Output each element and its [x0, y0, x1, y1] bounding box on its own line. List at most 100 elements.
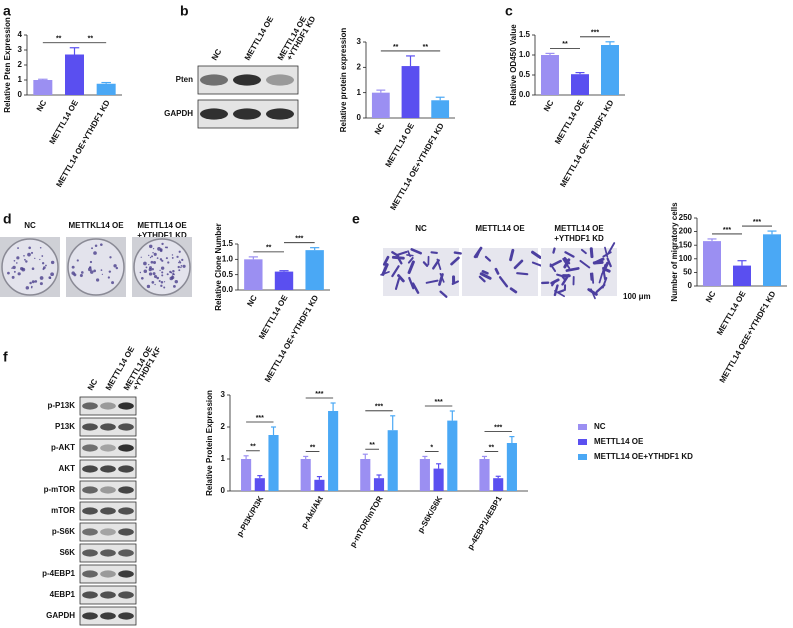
error-bar	[605, 41, 615, 45]
blot-band	[118, 591, 134, 599]
migrated-cell	[607, 242, 616, 255]
x-tick-label: p-Akt/Akt	[299, 494, 325, 530]
colony	[100, 269, 103, 271]
image-label: NC	[415, 224, 427, 233]
colony	[73, 273, 77, 277]
migrated-cell	[531, 261, 544, 268]
bar	[401, 66, 420, 118]
migrated-cell	[509, 248, 515, 262]
blot-band	[82, 507, 98, 515]
blot-band	[233, 108, 261, 120]
migrated-cell	[516, 272, 529, 276]
colony	[115, 266, 119, 270]
x-tick-label: NC	[542, 98, 556, 113]
significance-label: **	[423, 44, 429, 51]
x-tick-label: METTL14 OE+YTHDF1 KD	[388, 121, 445, 211]
blot-band	[100, 507, 116, 515]
colony	[161, 259, 164, 262]
error-bar	[737, 260, 747, 266]
legend-swatch	[578, 439, 587, 445]
colony	[177, 265, 180, 269]
blot-band	[118, 402, 134, 410]
y-tick-label: 3	[221, 390, 226, 399]
error-bar	[101, 81, 111, 84]
y-tick-label: 200	[679, 227, 693, 236]
blot-row-label: p-AKT	[51, 443, 75, 452]
panel-label: d	[3, 211, 12, 227]
bar	[733, 265, 751, 286]
colony	[50, 272, 54, 277]
error-bar	[406, 55, 415, 67]
blot-band	[266, 74, 294, 86]
significance-label: ***	[723, 227, 731, 234]
colony	[149, 256, 152, 259]
migrated-cell	[439, 272, 445, 283]
blot-row-label: GAPDH	[164, 109, 193, 118]
colony	[180, 265, 183, 267]
colony	[107, 276, 110, 279]
blot-band	[100, 612, 116, 620]
bar	[96, 83, 116, 95]
colony	[16, 262, 18, 264]
error-bar	[316, 476, 322, 480]
blot-band	[233, 74, 261, 86]
migrated-cell	[564, 251, 575, 258]
significance-label: ***	[295, 236, 303, 243]
bar	[601, 45, 619, 95]
bar	[433, 468, 444, 491]
colony	[157, 246, 161, 251]
image-label: METTKL14 OE	[68, 221, 124, 230]
migrated-cell	[565, 267, 580, 272]
bar	[541, 55, 559, 95]
error-bar	[248, 256, 258, 260]
blot-band	[82, 591, 98, 599]
colony	[39, 276, 44, 280]
colony	[152, 252, 154, 254]
image-label: NC	[24, 221, 36, 230]
x-tick-label: NC	[245, 293, 259, 308]
blot-band	[100, 591, 116, 599]
colony	[12, 265, 16, 270]
colony	[91, 247, 93, 250]
colony	[113, 264, 117, 268]
blot-band	[200, 108, 228, 120]
colony	[17, 272, 21, 276]
migrated-cell	[425, 279, 439, 284]
colony	[169, 276, 174, 281]
y-tick-label: 3	[18, 45, 23, 54]
colony	[11, 275, 15, 279]
migration-image	[462, 248, 538, 296]
blot-band	[200, 74, 228, 86]
lane-label: METTL14 OE	[243, 14, 276, 62]
panel-label: e	[352, 211, 360, 227]
colony	[182, 264, 186, 268]
blot-band	[118, 486, 134, 494]
colony	[173, 284, 176, 288]
bar	[571, 74, 589, 95]
colony	[50, 260, 55, 265]
y-tick-label: 0.0	[519, 90, 531, 99]
blot-band	[118, 612, 134, 620]
x-tick-label: METTL14 OE	[384, 121, 417, 169]
error-bar	[330, 402, 336, 411]
blot-row-label: mTOR	[51, 506, 75, 515]
significance-label: ***	[591, 30, 599, 37]
error-bar	[575, 71, 585, 75]
bar	[241, 459, 252, 491]
panel-label: a	[3, 3, 11, 19]
x-tick-label: p-mTOR/mTOR	[348, 494, 385, 548]
colony	[100, 243, 103, 246]
significance-label: ***	[256, 415, 264, 422]
image-label: METTL14 OE	[475, 224, 525, 233]
y-tick-label: 0	[688, 281, 693, 290]
error-bar	[436, 463, 442, 469]
migrated-cell	[602, 251, 612, 258]
blot-band	[100, 465, 116, 473]
colony	[167, 261, 170, 264]
colony	[166, 273, 169, 276]
migrated-cell	[563, 258, 571, 269]
significance-label: ***	[435, 399, 443, 406]
legend-swatch	[578, 454, 587, 460]
significance-label: ***	[375, 404, 383, 411]
colony	[151, 255, 154, 258]
